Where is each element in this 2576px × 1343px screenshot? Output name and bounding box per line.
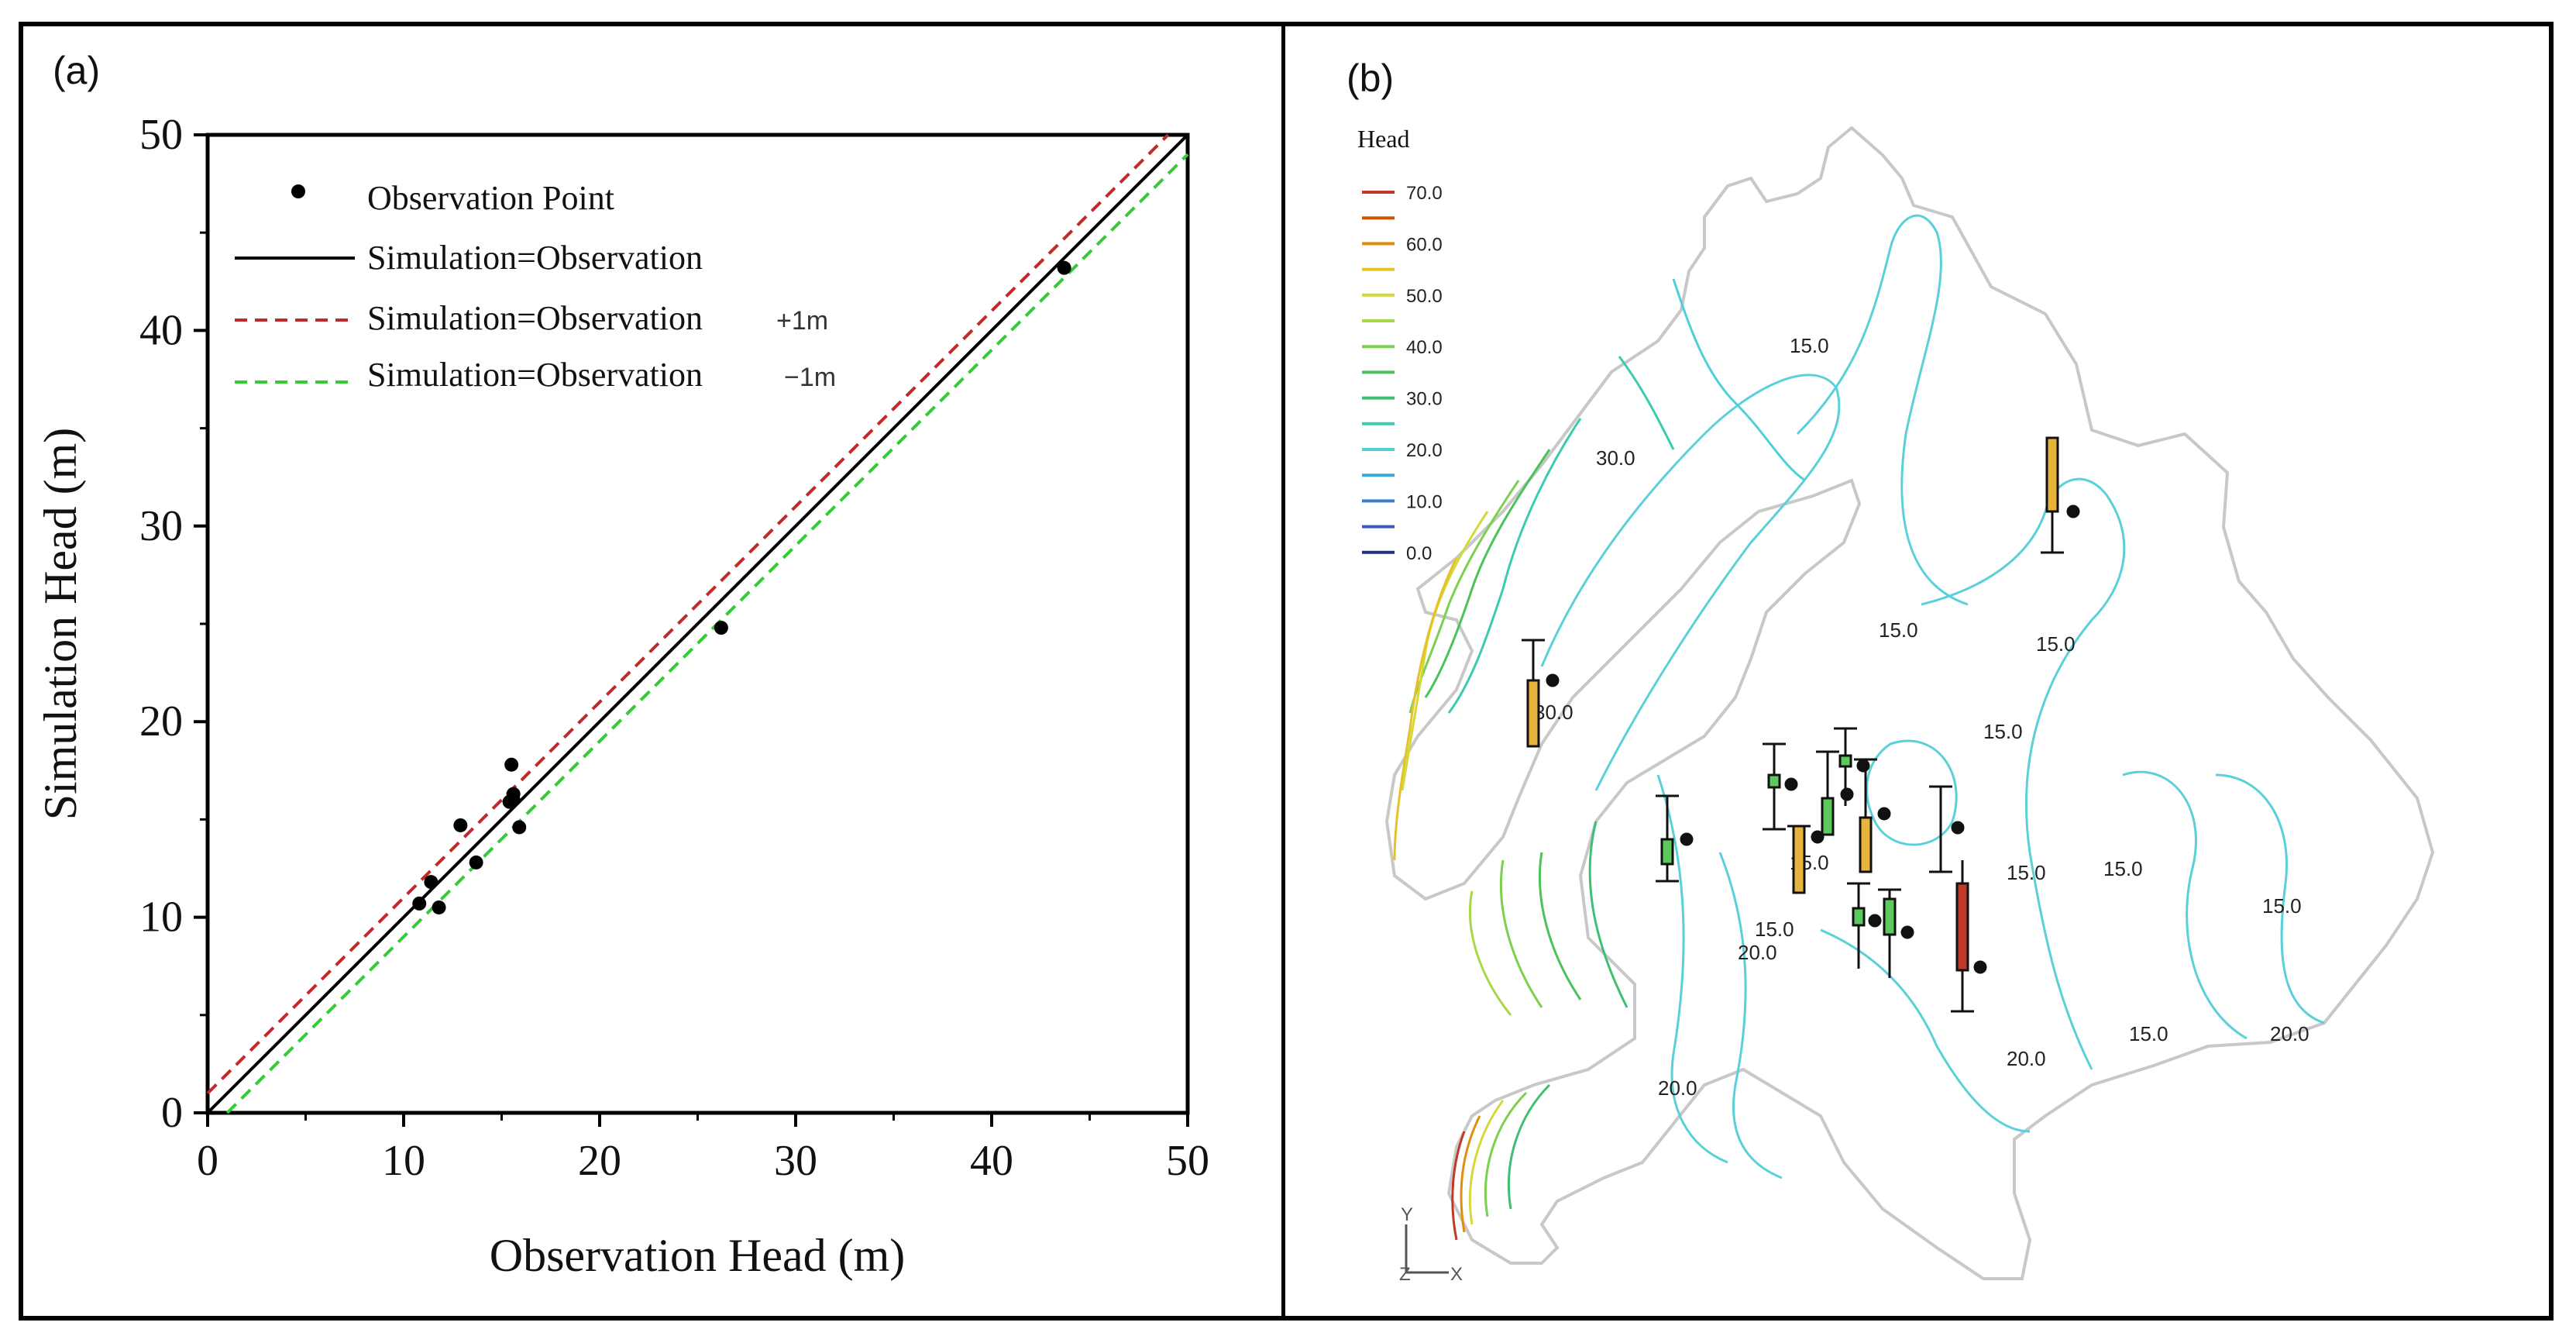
head-legend-label: 60.0 [1406,234,1443,255]
axis-ticks: 0 10 20 30 40 50 0 10 20 30 40 50 [139,111,1209,1185]
y-tick-label: 20 [139,697,183,746]
observation-point [506,793,521,808]
head-legend: 70.0 60.0 50.0 40.0 30.0 20.0 10.0 0.0 [1362,183,1443,564]
head-legend-label: 0.0 [1406,543,1432,564]
target-orange [2041,436,2080,554]
legend-label-minus: Simulation=Observation [367,356,703,394]
observation-point [504,757,519,772]
contour-labels: 15.0 30.0 15.0 15.0 30.0 15.0 15.0 15.0 … [1534,334,2309,1100]
panel-b-label: (b) [1346,57,1394,100]
target-orange [1854,758,1891,873]
head-legend-title: Head [1357,125,1410,153]
observation-point [424,875,439,890]
contour-label: 15.0 [1790,334,1829,357]
y-tick-label: 0 [161,1089,183,1137]
y-tick-label: 30 [139,502,183,550]
observation-point [512,820,527,835]
x-axis-title: Observation Head (m) [490,1230,905,1281]
observation-point [714,621,728,635]
head-legend-label: 20.0 [1406,440,1443,461]
contour-label: 20.0 [2007,1047,2046,1070]
contour-label: 15.0 [2036,632,2076,656]
head-contours [1393,214,2325,1241]
contour-label: 15.0 [1755,918,1794,941]
x-tick-label: 10 [382,1137,425,1185]
contour-label: 20.0 [1738,941,1777,964]
observation-point [432,900,446,914]
x-tick-label: 0 [197,1137,218,1185]
head-legend-label: 70.0 [1406,183,1443,204]
legend-label-observation: Observation Point [367,179,614,217]
axis-label-x: X [1450,1264,1463,1285]
observation-point [412,896,427,911]
contour-label: 30.0 [1534,701,1573,724]
target-black [1929,785,1965,873]
contour-label: 30.0 [1596,446,1635,470]
minus-1m-line [225,153,1189,1114]
target-green [1656,794,1694,883]
calibration-targets [1522,436,2080,1013]
legend-suffix-plus: +1m [776,306,828,336]
head-legend-label: 40.0 [1406,337,1443,358]
contour-label: 15.0 [2007,861,2046,884]
y-tick-label: 50 [139,111,183,159]
contour-label: 15.0 [1983,720,2023,743]
contour-label: 20.0 [1658,1076,1697,1100]
plus-1m-line [206,133,1170,1095]
head-legend-label: 10.0 [1406,491,1443,512]
target-orange [1522,639,1560,748]
y-axis-title: Simulation Head (m) [35,428,86,821]
reference-lines [206,133,1189,1114]
x-tick-label: 50 [1166,1137,1209,1185]
axis-label-z: Z [1399,1264,1411,1285]
head-legend-label: 30.0 [1406,389,1443,410]
y-tick-label: 40 [139,306,183,354]
panel-a: (a) 0 10 20 30 40 50 0 10 20 30 40 50 Observation H… [35,49,1209,1281]
observation-points [412,260,1071,914]
legend-label-plus: Simulation=Observation [367,299,703,337]
target-green [1847,882,1882,969]
x-tick-label: 30 [774,1137,817,1185]
x-tick-label: 20 [578,1137,621,1185]
target-green [1763,742,1798,831]
panel-divider [1281,22,1285,1321]
contour-label: 15.0 [2103,857,2143,880]
contour-label: 20.0 [2270,1022,2309,1045]
contour-label: 15.0 [1879,618,1918,642]
target-orange [1787,825,1825,894]
head-legend-label: 50.0 [1406,286,1443,307]
axis-indicator: Y Z X [1399,1204,1463,1285]
contour-label: 15.0 [2129,1022,2168,1045]
model-boundary [1384,126,2435,1280]
target-green [1878,888,1914,978]
panel-a-label: (a) [53,49,100,92]
legend-dot-marker [291,184,305,198]
contour-label: 15.0 [2262,894,2302,918]
legend-label-identity: Simulation=Observation [367,239,703,277]
panel-b: (b) Head 70.0 60.0 50.0 40.0 30.0 20.0 10.0 0.0 [1346,57,2435,1285]
chart-legend: Observation Point Simulation=Observation… [235,179,836,394]
x-tick-label: 40 [970,1137,1013,1185]
legend-suffix-minus: −1m [784,363,836,392]
observation-point [469,855,483,870]
observation-point [453,818,468,832]
y-tick-label: 10 [139,894,183,942]
target-red [1951,860,1987,1013]
identity-line [206,133,1189,1114]
axis-label-y: Y [1401,1204,1413,1225]
figure-frame [19,22,2554,1321]
observation-point [1057,260,1071,275]
